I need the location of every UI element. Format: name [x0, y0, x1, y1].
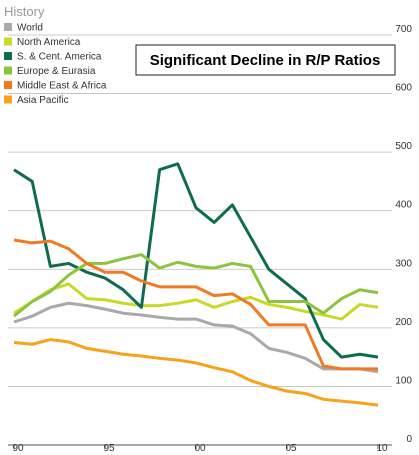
legend-swatch	[4, 37, 12, 46]
legend-swatch	[4, 81, 12, 89]
series-line	[13, 238, 378, 371]
legend-label: Europe & Eurasia	[17, 66, 96, 77]
series-line	[13, 301, 379, 374]
legend-swatch	[4, 52, 12, 60]
y-tick-label: 300	[395, 258, 412, 269]
legend-swatch	[4, 23, 12, 31]
legend-label: S. & Cent. America	[17, 52, 102, 63]
series-line	[13, 162, 379, 359]
legend-swatch	[4, 66, 12, 75]
y-tick-label: 600	[395, 83, 412, 94]
annotation: Significant Decline in R/P Ratios	[150, 52, 381, 69]
y-tick-label: 100	[395, 375, 412, 386]
y-tick-label: 400	[395, 200, 412, 211]
series-line	[13, 253, 379, 318]
y-tick-label: 700	[395, 24, 412, 35]
legend-label: World	[17, 23, 43, 34]
y-tick-label: 0	[406, 434, 412, 445]
legend-swatch	[4, 95, 12, 104]
series-line	[13, 282, 379, 321]
legend-label: Asia Pacific	[17, 95, 69, 106]
x-tick-label: 00	[194, 443, 206, 454]
x-tick-label: 10	[376, 443, 388, 454]
y-tick-label: 500	[395, 141, 412, 152]
legend-label: North America	[17, 37, 81, 48]
series-line	[13, 338, 379, 407]
annotation-box	[135, 44, 396, 76]
x-tick-label: 05	[285, 443, 297, 454]
chart-title: History	[4, 4, 45, 19]
x-tick-label: 95	[103, 443, 115, 454]
legend-label: Middle East & Africa	[17, 81, 107, 92]
y-tick-label: 200	[395, 317, 412, 328]
x-tick-label: 90	[12, 443, 24, 454]
